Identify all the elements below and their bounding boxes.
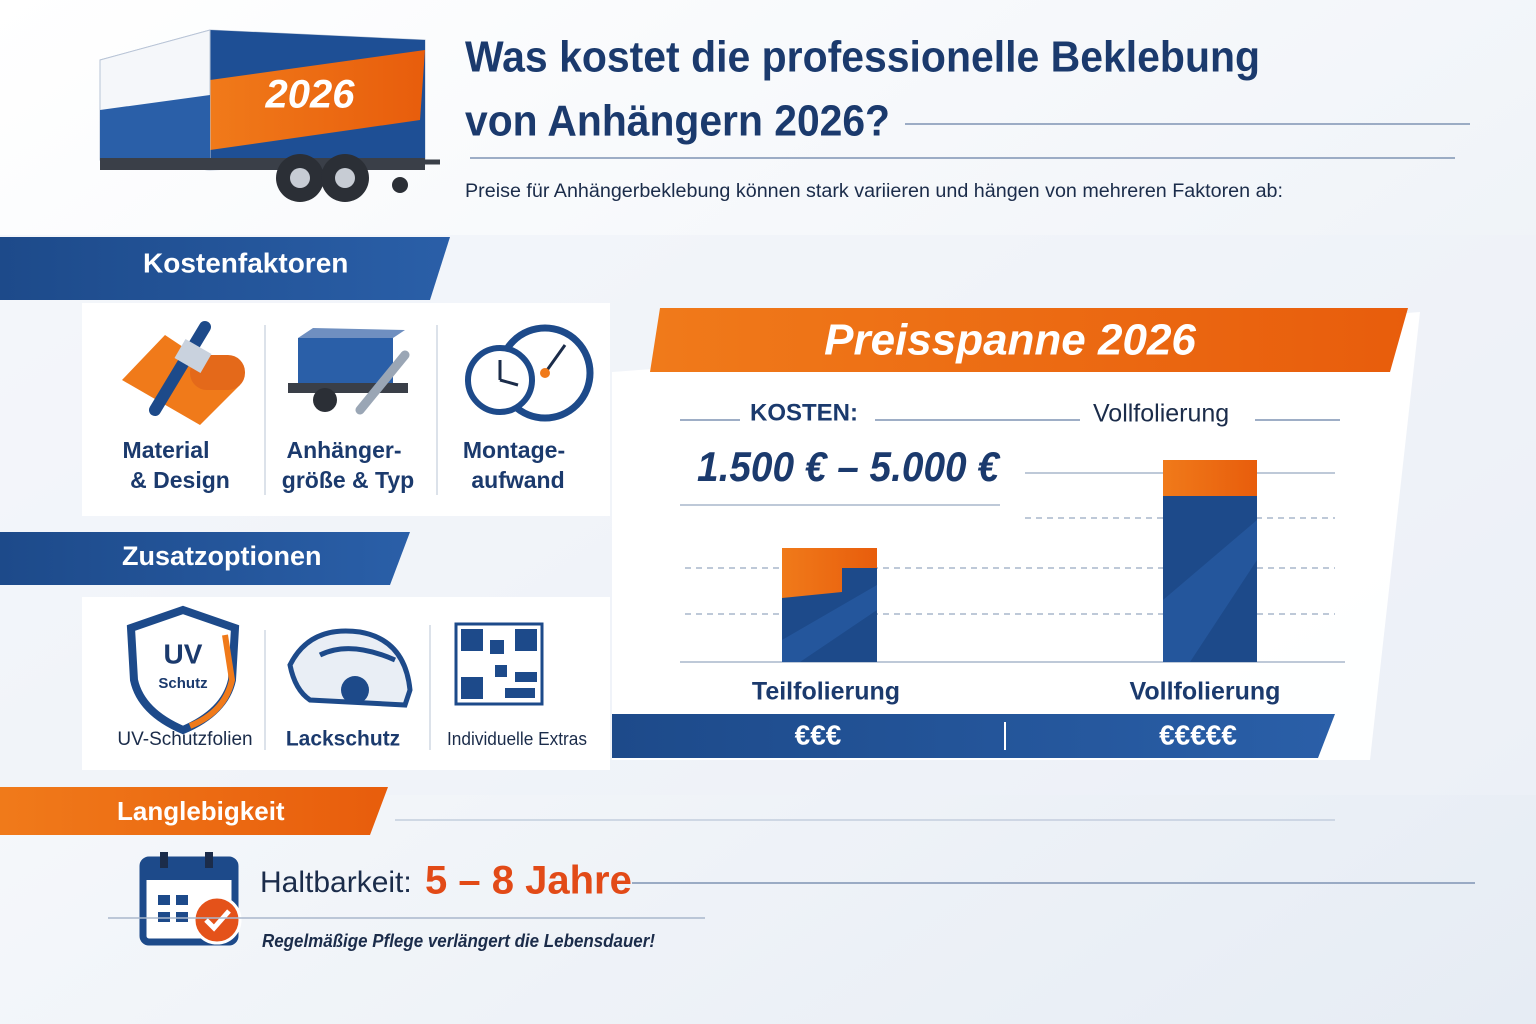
trailer-stripe	[210, 50, 425, 150]
qr-icon	[454, 622, 544, 706]
badge-text: Schutz	[158, 675, 207, 692]
bar-top	[1163, 460, 1257, 496]
icon-shape	[515, 629, 537, 651]
option-label: Teilfolierung	[752, 678, 900, 706]
title-line: Was kostet die professionelle Beklebung	[465, 33, 1260, 82]
price-level-band	[612, 714, 1335, 758]
extra-label: Lackschutz	[286, 728, 400, 751]
bar-voll	[1163, 460, 1257, 662]
factor-label: Montage-	[463, 437, 565, 463]
icon-shape	[355, 350, 410, 415]
icon-shape	[515, 672, 537, 682]
icon-shape	[205, 852, 213, 868]
extra-label: Individuelle Extras	[447, 729, 587, 749]
icon-shape	[298, 328, 405, 338]
icon-shape	[158, 895, 170, 905]
icon-shape	[158, 912, 170, 922]
price-banner	[650, 308, 1408, 372]
icon-shape	[122, 335, 240, 425]
subtitle: Preise für Anhängerbeklebung können star…	[465, 181, 1283, 202]
section-banner	[0, 532, 410, 585]
section-heading: Kostenfaktoren	[143, 247, 348, 278]
car-icon	[287, 628, 413, 708]
icon-shape	[341, 676, 369, 704]
icon-shape	[313, 388, 337, 412]
top-label: Vollfolierung	[1093, 400, 1229, 428]
factor-label: größe & Typ	[282, 467, 414, 493]
section-banner	[0, 237, 450, 300]
shield-accent	[188, 634, 236, 729]
price-level: €€€	[795, 719, 842, 750]
decoration: Material & Design Anhänger- größe & Typ …	[123, 437, 566, 493]
time-icon	[465, 324, 594, 422]
material-icon	[122, 321, 245, 425]
factor-label: Anhänger-	[287, 437, 402, 463]
bar-teil	[782, 548, 877, 662]
badge-text: UV	[164, 638, 203, 669]
icon-shape	[192, 895, 242, 945]
title-line: von Anhängern 2026?	[465, 97, 890, 146]
icon-shape	[160, 852, 168, 868]
section-heading: Langlebigkeit	[117, 796, 285, 826]
bar-top	[782, 548, 877, 598]
jockey-wheel	[392, 177, 408, 193]
icon-shape	[543, 344, 567, 374]
durability-label: Haltbarkeit:	[260, 866, 412, 899]
icon-shape	[204, 909, 231, 932]
bar-sheen	[782, 585, 877, 662]
option-label: Vollfolierung	[1130, 678, 1281, 706]
uv-badge: UV Schutz	[126, 605, 240, 735]
trailer-label: 2026	[265, 73, 356, 117]
durability-note: Regelmäßige Pflege verlängert die Lebens…	[262, 931, 655, 951]
icon-shape	[143, 860, 235, 880]
factor-label: Material	[123, 437, 210, 463]
icon-shape	[149, 321, 211, 416]
icon-shape	[461, 677, 483, 699]
extra-label: UV-Schutzfolien	[117, 729, 252, 750]
hub	[335, 168, 355, 188]
icon-shape	[288, 383, 408, 393]
trailer-size-icon	[288, 328, 410, 415]
icon-shape	[176, 912, 188, 922]
section-banner	[0, 787, 388, 835]
icon-shape	[176, 895, 188, 905]
price-panel	[612, 312, 1420, 760]
factor-label: & Design	[130, 467, 230, 493]
price-level: €€€€€	[1159, 719, 1237, 750]
icon-shape	[287, 628, 413, 708]
icon-shape	[490, 640, 504, 654]
cost-label: KOSTEN:	[750, 399, 858, 426]
icon-shape	[298, 338, 393, 383]
icon-shape	[461, 629, 483, 651]
durability-value: 5 – 8 Jahre	[425, 859, 632, 903]
icon-shape	[540, 368, 550, 378]
cost-value: 1.500 € – 5.000 €	[697, 443, 1001, 490]
section-heading: Zusatzoptionen	[122, 541, 321, 571]
icon-shape	[505, 688, 535, 698]
icon-shape	[495, 665, 507, 677]
trailer-back-stripe	[100, 95, 210, 170]
trailer-chassis	[100, 158, 425, 170]
icon-shape	[499, 378, 519, 387]
icon-shape	[174, 338, 212, 374]
price-heading: Preisspanne 2026	[824, 316, 1196, 365]
factor-label: aufwand	[471, 467, 564, 493]
trailer-illustration: 2026	[99, 29, 440, 202]
bar-sheen	[1163, 520, 1257, 662]
icon-shape	[318, 646, 397, 663]
hub	[290, 168, 310, 188]
calendar-icon	[139, 852, 242, 946]
